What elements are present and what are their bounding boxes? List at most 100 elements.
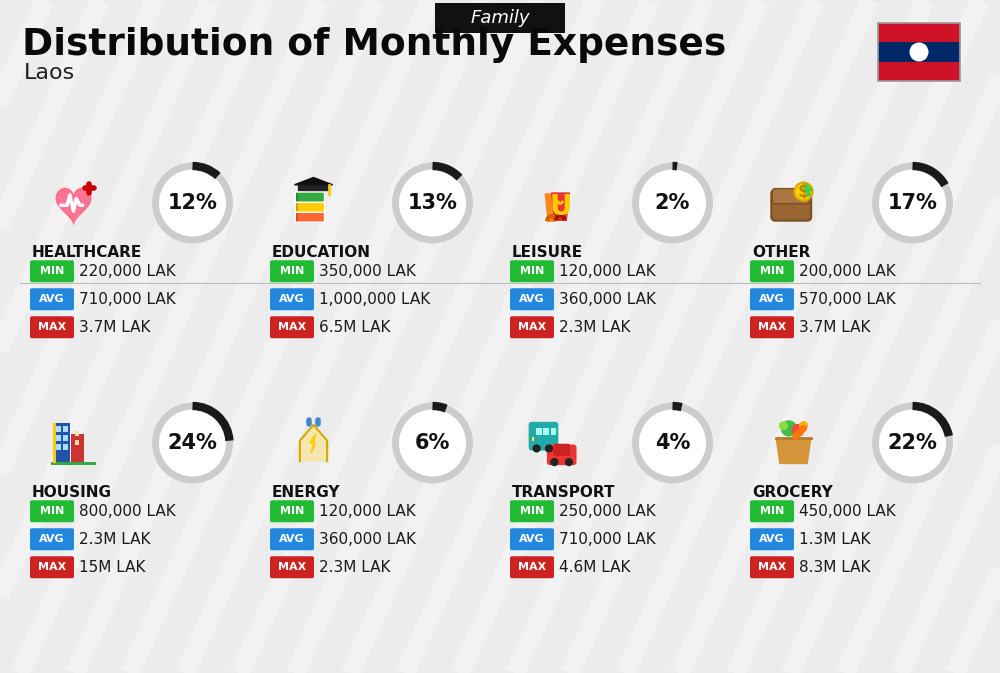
FancyBboxPatch shape [30,316,74,339]
Text: AVG: AVG [39,294,65,304]
Bar [63,444,68,450]
Text: MIN: MIN [520,267,544,276]
Bar [56,444,61,450]
Text: AVG: AVG [519,294,545,304]
Polygon shape [294,178,333,185]
FancyBboxPatch shape [510,557,554,578]
Text: TRANSPORT: TRANSPORT [512,485,616,500]
Circle shape [636,406,710,480]
Text: AVG: AVG [759,294,785,304]
Text: MAX: MAX [518,562,546,572]
Polygon shape [56,188,91,224]
FancyBboxPatch shape [270,316,314,339]
Text: 2.3M LAK: 2.3M LAK [319,560,390,575]
Text: AVG: AVG [39,534,65,544]
Circle shape [779,421,788,430]
FancyBboxPatch shape [771,190,811,221]
FancyBboxPatch shape [30,288,74,310]
Bar [536,427,542,435]
FancyBboxPatch shape [270,528,314,551]
Text: OTHER: OTHER [752,245,810,260]
Circle shape [565,458,573,466]
Text: MAX: MAX [518,322,546,332]
FancyBboxPatch shape [435,3,565,33]
Bar [543,427,549,435]
Text: 360,000 LAK: 360,000 LAK [559,292,656,307]
Circle shape [396,166,470,240]
Text: MAX: MAX [278,322,306,332]
Circle shape [396,406,470,480]
Text: MAX: MAX [758,322,786,332]
Text: 220,000 LAK: 220,000 LAK [79,264,176,279]
Polygon shape [545,194,557,221]
Text: MIN: MIN [40,506,64,516]
FancyBboxPatch shape [510,260,554,282]
FancyBboxPatch shape [295,202,325,212]
Bar [53,423,70,464]
Text: 710,000 LAK: 710,000 LAK [79,292,176,307]
FancyBboxPatch shape [750,260,794,282]
Bar [56,435,61,441]
FancyBboxPatch shape [30,557,74,578]
Polygon shape [776,438,811,464]
Text: 450,000 LAK: 450,000 LAK [799,504,896,519]
Text: MIN: MIN [280,506,304,516]
FancyBboxPatch shape [750,500,794,522]
Bar [878,23,960,81]
Text: 1,000,000 LAK: 1,000,000 LAK [319,292,430,307]
Text: 3.7M LAK: 3.7M LAK [799,320,870,334]
Polygon shape [298,185,329,190]
Text: 710,000 LAK: 710,000 LAK [559,532,656,546]
Text: Family: Family [470,9,530,27]
Bar [551,427,556,435]
Text: 3.7M LAK: 3.7M LAK [79,320,150,334]
Text: 13%: 13% [408,193,457,213]
Text: ENERGY: ENERGY [272,485,340,500]
Circle shape [876,406,950,480]
Text: MIN: MIN [280,267,304,276]
FancyBboxPatch shape [30,528,74,551]
FancyBboxPatch shape [547,445,577,465]
Polygon shape [804,184,813,196]
Bar [75,440,79,446]
Text: MAX: MAX [38,562,66,572]
Polygon shape [552,193,569,220]
Bar [296,193,298,201]
Text: 24%: 24% [168,433,217,453]
FancyBboxPatch shape [750,528,794,551]
Text: 120,000 LAK: 120,000 LAK [559,264,656,279]
Text: 8.3M LAK: 8.3M LAK [799,560,870,575]
Polygon shape [300,425,327,461]
Text: 800,000 LAK: 800,000 LAK [79,504,176,519]
Text: 4%: 4% [655,433,690,453]
Text: MIN: MIN [760,506,784,516]
FancyBboxPatch shape [30,260,74,282]
FancyBboxPatch shape [270,260,314,282]
Circle shape [792,424,804,437]
FancyBboxPatch shape [510,528,554,551]
FancyBboxPatch shape [295,192,325,202]
Text: LEISURE: LEISURE [512,245,583,260]
FancyBboxPatch shape [553,444,570,456]
Text: HOUSING: HOUSING [32,485,112,500]
Text: 15M LAK: 15M LAK [79,560,146,575]
Text: AVG: AVG [519,534,545,544]
Text: 2.3M LAK: 2.3M LAK [79,532,150,546]
Text: 2%: 2% [655,193,690,213]
Bar [63,426,68,431]
Text: 360,000 LAK: 360,000 LAK [319,532,416,546]
Bar [53,423,56,464]
Bar [296,213,298,221]
FancyBboxPatch shape [772,188,810,204]
FancyBboxPatch shape [270,557,314,578]
Text: AVG: AVG [759,534,785,544]
Text: EDUCATION: EDUCATION [272,245,371,260]
Bar [71,434,84,464]
Text: 1.3M LAK: 1.3M LAK [799,532,870,546]
Text: HEALTHCARE: HEALTHCARE [32,245,142,260]
Text: 4.6M LAK: 4.6M LAK [559,560,631,575]
Bar [532,437,534,441]
Text: 22%: 22% [888,433,937,453]
FancyBboxPatch shape [510,500,554,522]
Text: 12%: 12% [168,193,217,213]
